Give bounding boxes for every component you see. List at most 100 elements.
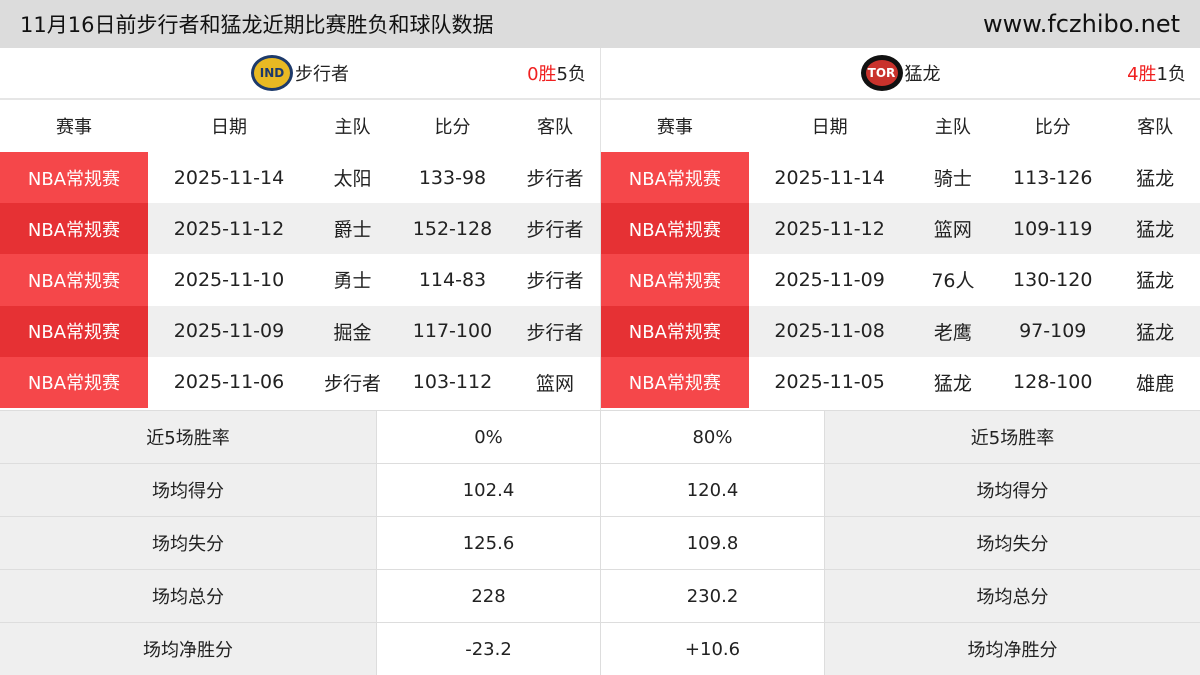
date-cell: 2025-11-14 bbox=[173, 166, 285, 189]
stat-label: 场均失分 bbox=[824, 517, 1200, 569]
away-team-cell: 步行者 bbox=[526, 219, 584, 242]
column-header: 日期 bbox=[811, 117, 848, 138]
table-row: NBA常规赛 2025-11-14 太阳 133-98 步行者 bbox=[0, 152, 600, 204]
team-name: 步行者 bbox=[295, 64, 349, 85]
team-name: 猛龙 bbox=[904, 64, 941, 85]
column-header: 比分 bbox=[434, 117, 471, 138]
away-team-cell: 猛龙 bbox=[1136, 168, 1175, 191]
home-team-cell: 76人 bbox=[931, 270, 975, 293]
score-cell: 109-119 bbox=[1013, 217, 1093, 240]
page-title: 11月16日前步行者和猛龙近期比赛胜负和球队数据 bbox=[20, 13, 494, 37]
stat-row: 场均总分 228 230.2 场均总分 bbox=[0, 569, 1200, 622]
date-cell: 2025-11-12 bbox=[173, 217, 285, 240]
table-row: NBA常规赛 2025-11-06 步行者 103-112 篮网 bbox=[0, 356, 600, 408]
stat-value-right: 230.2 bbox=[600, 570, 824, 622]
site-name: www.fczhibo.net bbox=[983, 10, 1180, 38]
stat-value-left: -23.2 bbox=[376, 623, 600, 675]
home-team-cell: 勇士 bbox=[333, 270, 372, 293]
away-team-cell: 步行者 bbox=[526, 321, 584, 344]
column-header: 客队 bbox=[537, 117, 573, 138]
column-header: 赛事 bbox=[656, 117, 693, 138]
stat-value-left: 125.6 bbox=[376, 517, 600, 569]
date-cell: 2025-11-05 bbox=[774, 371, 885, 394]
column-header: 赛事 bbox=[56, 117, 92, 138]
competition-cell: NBA常规赛 bbox=[0, 356, 148, 408]
home-team-cell: 太阳 bbox=[333, 168, 372, 191]
stat-value-right: 120.4 bbox=[600, 464, 824, 516]
competition-cell: NBA常规赛 bbox=[601, 152, 749, 204]
competition-cell: NBA常规赛 bbox=[0, 254, 148, 306]
team-panel: IND 步行者 0胜5负 赛事 日期 主队 比分 客队 NBA常规赛 2025-11-14 太… bbox=[0, 48, 600, 410]
stat-label: 近5场胜率 bbox=[824, 411, 1200, 463]
stat-row: 场均净胜分 -23.2 +10.6 场均净胜分 bbox=[0, 622, 1200, 675]
date-cell: 2025-11-08 bbox=[774, 320, 885, 343]
away-team-cell: 猛龙 bbox=[1136, 321, 1175, 344]
home-team-cell: 老鹰 bbox=[933, 321, 972, 344]
away-team-cell: 雄鹿 bbox=[1136, 372, 1175, 395]
away-team-cell: 步行者 bbox=[526, 168, 584, 191]
stat-value-right: 109.8 bbox=[600, 517, 824, 569]
competition-cell: NBA常规赛 bbox=[0, 203, 148, 255]
score-cell: 133-98 bbox=[418, 166, 487, 189]
table-row: NBA常规赛 2025-11-10 勇士 114-83 步行者 bbox=[0, 254, 600, 306]
stat-row: 场均得分 102.4 120.4 场均得分 bbox=[0, 463, 1200, 516]
competition-cell: NBA常规赛 bbox=[601, 356, 749, 408]
team-record: 4胜1负 bbox=[1127, 64, 1186, 85]
stat-value-right: +10.6 bbox=[600, 623, 824, 675]
home-team-cell: 骑士 bbox=[933, 168, 972, 191]
stat-label: 场均净胜分 bbox=[824, 623, 1200, 675]
stat-label: 场均总分 bbox=[0, 570, 376, 622]
competition-cell: NBA常规赛 bbox=[601, 254, 749, 306]
home-team-cell: 猛龙 bbox=[933, 372, 972, 395]
team-record: 0胜5负 bbox=[527, 64, 586, 85]
score-cell: 128-100 bbox=[1013, 371, 1093, 394]
date-cell: 2025-11-12 bbox=[774, 217, 885, 240]
date-cell: 2025-11-09 bbox=[774, 268, 885, 291]
stat-label: 场均得分 bbox=[0, 464, 376, 516]
date-cell: 2025-11-09 bbox=[173, 320, 285, 343]
competition-cell: NBA常规赛 bbox=[601, 305, 749, 357]
team-logo: IND bbox=[251, 55, 293, 91]
away-team-cell: 步行者 bbox=[526, 270, 584, 293]
score-cell: 114-83 bbox=[418, 268, 487, 291]
table-row: NBA常规赛 2025-11-12 篮网 109-119 猛龙 bbox=[601, 203, 1200, 255]
competition-cell: NBA常规赛 bbox=[0, 305, 148, 357]
score-cell: 117-100 bbox=[412, 320, 493, 343]
stat-value-left: 228 bbox=[376, 570, 600, 622]
stat-row: 近5场胜率 0% 80% 近5场胜率 bbox=[0, 410, 1200, 463]
team-logo: TOR bbox=[860, 55, 903, 91]
title-bar: 11月16日前步行者和猛龙近期比赛胜负和球队数据 www.fczhibo.net bbox=[0, 0, 1200, 48]
score-cell: 103-112 bbox=[412, 371, 493, 394]
table-row: NBA常规赛 2025-11-05 猛龙 128-100 雄鹿 bbox=[601, 356, 1200, 408]
table-row: NBA常规赛 2025-11-08 老鹰 97-109 猛龙 bbox=[601, 305, 1200, 357]
table-row: NBA常规赛 2025-11-12 爵士 152-128 步行者 bbox=[0, 203, 600, 255]
table-row: NBA常规赛 2025-11-14 骑士 113-126 猛龙 bbox=[601, 152, 1200, 204]
stat-value-left: 102.4 bbox=[376, 464, 600, 516]
competition-cell: NBA常规赛 bbox=[601, 203, 749, 255]
home-team-cell: 篮网 bbox=[933, 219, 972, 242]
stat-value-left: 0% bbox=[376, 411, 600, 463]
score-cell: 113-126 bbox=[1013, 166, 1093, 189]
home-team-cell: 爵士 bbox=[333, 219, 372, 242]
team-panel: TOR 猛龙 4胜1负 赛事 日期 主队 比分 客队 NBA常规赛 2025-11-14 骑士… bbox=[600, 48, 1200, 410]
away-team-cell: 猛龙 bbox=[1136, 219, 1175, 242]
home-team-cell: 掘金 bbox=[333, 321, 372, 344]
column-header: 比分 bbox=[1034, 117, 1071, 138]
table-row: NBA常规赛 2025-11-09 掘金 117-100 步行者 bbox=[0, 305, 600, 357]
away-team-cell: 篮网 bbox=[535, 372, 574, 395]
stat-row: 场均失分 125.6 109.8 场均失分 bbox=[0, 516, 1200, 569]
team-header: IND 步行者 0胜5负 bbox=[0, 48, 600, 100]
column-header: 主队 bbox=[334, 117, 371, 138]
column-header: 主队 bbox=[934, 117, 971, 138]
date-cell: 2025-11-14 bbox=[774, 166, 885, 189]
competition-cell: NBA常规赛 bbox=[0, 152, 148, 204]
column-header-row: 赛事 日期 主队 比分 客队 bbox=[601, 100, 1200, 152]
table-row: NBA常规赛 2025-11-09 76人 130-120 猛龙 bbox=[601, 254, 1200, 306]
stats-table: 近5场胜率 0% 80% 近5场胜率 场均得分 102.4 120.4 场均得分… bbox=[0, 410, 1200, 675]
team-header: TOR 猛龙 4胜1负 bbox=[601, 48, 1200, 100]
column-header: 日期 bbox=[211, 117, 247, 138]
stat-label: 场均失分 bbox=[0, 517, 376, 569]
column-header: 客队 bbox=[1137, 117, 1174, 138]
column-header-row: 赛事 日期 主队 比分 客队 bbox=[0, 100, 600, 152]
stat-label: 场均总分 bbox=[824, 570, 1200, 622]
